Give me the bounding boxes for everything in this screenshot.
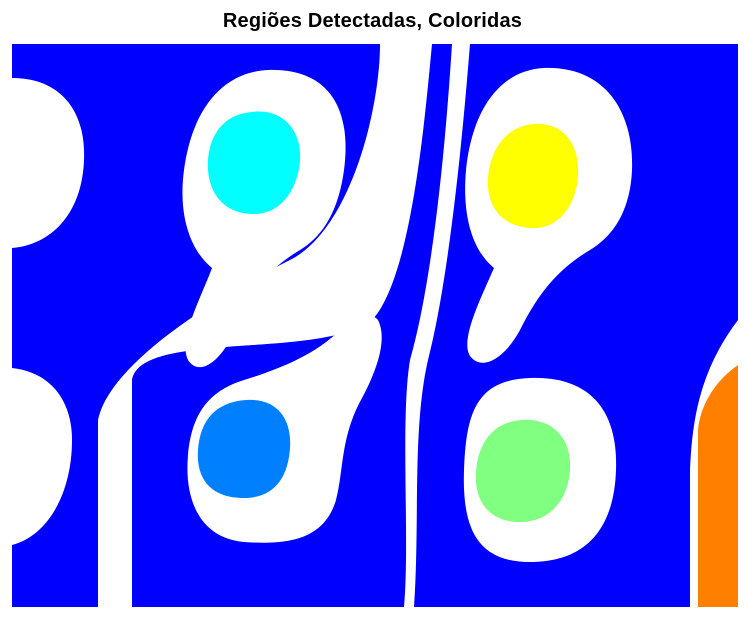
white-left-lobe-top — [12, 78, 85, 248]
yellow-blob — [487, 123, 579, 228]
white-stripe-middle — [404, 44, 470, 607]
figure-title: Regiões Detectadas, Coloridas — [222, 10, 523, 32]
white-left-lobe-bottom — [12, 368, 72, 545]
white-stripe-left — [98, 44, 432, 607]
cyan-blob — [207, 111, 301, 214]
orange-region — [698, 365, 738, 607]
azure-blob — [197, 399, 291, 498]
green-blob — [475, 419, 571, 522]
